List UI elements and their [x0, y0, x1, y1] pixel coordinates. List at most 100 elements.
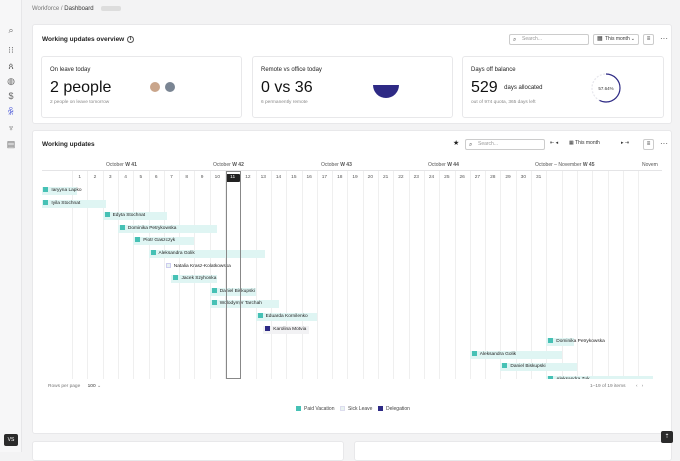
grid-line	[133, 171, 135, 379]
grid-line	[72, 171, 73, 379]
legend-vacation: Paid Vacation	[296, 406, 334, 412]
avatar[interactable]	[150, 82, 160, 92]
day-number: 4	[124, 175, 127, 180]
employee-name: Iaryyna Lapko	[51, 188, 82, 193]
org-chart-icon[interactable]: ♆	[7, 123, 15, 133]
pager-arrows[interactable]: ‹ ›	[636, 384, 644, 389]
timeline-bar[interactable]: Dominika Petrykowska	[546, 338, 605, 347]
timeline-bar[interactable]: Piotr Gaszczyk	[133, 237, 195, 246]
day-number: 3	[108, 175, 112, 180]
scroll-top-button[interactable]: ⇡	[661, 431, 673, 443]
breadcrumb-separator: /	[60, 6, 63, 13]
day-number: 9	[200, 175, 204, 180]
dollar-icon[interactable]: $	[8, 91, 14, 101]
grid-line	[194, 171, 196, 379]
timeline-bar[interactable]: Dominika Petrykowska	[117, 224, 218, 233]
updates-filter-button[interactable]: ≡	[643, 139, 654, 150]
breadcrumb: Workforce / Dashboard	[32, 6, 122, 13]
globe-icon[interactable]: ◍	[7, 76, 15, 86]
breadcrumb-blurred-block	[101, 6, 122, 11]
day-number: 25	[444, 175, 450, 180]
avatar[interactable]	[165, 82, 175, 92]
grid-line	[378, 171, 379, 379]
timeline-bar[interactable]: Aleksandra Zuk	[546, 376, 654, 379]
day-number: 19	[352, 175, 358, 180]
leave-type-marker	[548, 338, 554, 344]
breadcrumb-current: Dashboard	[64, 6, 94, 13]
week-header: October W 41	[106, 162, 137, 168]
timeline-bar[interactable]: Iaryyna Lapko	[42, 187, 82, 195]
grid-line	[316, 171, 318, 379]
updates-more-icon[interactable]: ···	[660, 139, 668, 148]
range-text: 1–19 of 19 items	[590, 384, 626, 389]
legend-swatch	[296, 406, 301, 411]
stat-title: On leave today	[50, 67, 91, 73]
bottom-card-right	[354, 441, 672, 461]
day-number: 11	[225, 174, 241, 182]
day-number: 29	[505, 175, 511, 180]
timeline-bar[interactable]: Aleksandra Golik	[148, 250, 265, 258]
timeline-bar[interactable]: Jacek Szyhonka	[171, 275, 218, 284]
timeline-bar[interactable]: Edyta Stochnat	[102, 212, 167, 221]
updates-search-input[interactable]: ⌕ Search...	[465, 139, 545, 150]
grid-line	[576, 171, 578, 379]
timeline-bar[interactable]: Aleksandra Golik	[469, 350, 562, 359]
updates-card: Working updates ★ ⌕ Search... ⇤ ◂ ▦ This…	[32, 130, 672, 434]
legend-delegation: Delegation	[378, 406, 410, 412]
stat-subtitle: 6 permanently remote	[261, 100, 308, 105]
grid-line	[485, 171, 487, 379]
chevron-down-icon: ⌄	[96, 384, 101, 389]
employee-name: Aleksandra Golik	[479, 351, 517, 357]
star-icon[interactable]: ★	[453, 140, 460, 147]
leave-type-marker	[104, 212, 110, 218]
grid-line	[393, 171, 395, 379]
user-avatar[interactable]: VS	[4, 434, 18, 446]
day-number: 8	[185, 175, 189, 180]
prev-period-buttons[interactable]: ⇤ ◂	[550, 140, 559, 146]
leave-type-marker	[548, 376, 554, 379]
timeline-bar[interactable]: Iyila Stochnat	[42, 199, 106, 208]
grid-line	[163, 171, 165, 379]
next-period-buttons[interactable]: ▸ ⇥	[621, 140, 630, 146]
info-icon[interactable]: i	[127, 36, 135, 43]
day-number: 24	[428, 175, 435, 180]
overview-period-select[interactable]: ▦ This month ⌄	[593, 34, 639, 45]
grid-line	[592, 171, 594, 379]
rows-per-page-select[interactable]: 100	[87, 384, 96, 389]
days-off-percent: 57.64%	[598, 86, 613, 91]
timeline-bar[interactable]: Karolina Motvia	[263, 325, 310, 334]
timeline-bar[interactable]: Eduarda Kornilenko	[255, 313, 317, 321]
week-header: October W 44	[428, 162, 459, 168]
employee-name: Daniel Biskupski	[219, 288, 255, 294]
grid-line	[423, 171, 425, 379]
overview-filter-button[interactable]: ≡	[643, 34, 654, 45]
employee-name: Dominika Petrykowska	[556, 339, 605, 345]
search-icon[interactable]: ⌕	[8, 25, 14, 35]
week-header: Novem	[642, 162, 658, 168]
team-icon[interactable]: ꆜ	[7, 107, 15, 117]
employee-name: Jacek Szyhonka	[181, 276, 217, 282]
day-number: 10	[214, 175, 220, 180]
timeline-bar[interactable]: Natalia Krasz-Kolatkowska	[164, 262, 233, 271]
timeline-bar[interactable]: Daniel Biskupski	[209, 287, 256, 296]
updates-period-select[interactable]: ▦ This month	[569, 140, 600, 146]
grid-line	[531, 171, 532, 379]
employee-name: Aleksandra Zuk	[556, 377, 589, 379]
timeline-bar[interactable]: Daniel Biskupski	[500, 363, 577, 372]
grid-line	[286, 171, 288, 379]
leave-type-marker	[257, 313, 263, 318]
search-icon: ⌕	[469, 142, 473, 148]
people-icon[interactable]: ጰ	[8, 61, 14, 71]
overview-title: Working updates overview i	[42, 36, 135, 43]
grid-line	[332, 171, 334, 379]
leave-type-marker	[211, 287, 217, 293]
apps-icon[interactable]: ⁝⁝	[8, 45, 14, 55]
day-number: 30	[520, 175, 526, 180]
timeline-bar[interactable]: Wolodymyr Tarchah	[209, 300, 279, 309]
week-header: October – November W 45	[535, 162, 595, 168]
leave-type-marker	[119, 224, 125, 230]
calendar-icon[interactable]: ▤	[6, 139, 16, 149]
overview-more-icon[interactable]: ···	[660, 34, 668, 43]
breadcrumb-root[interactable]: Workforce	[32, 6, 60, 13]
overview-search-input[interactable]: ⌕ Search...	[509, 34, 589, 45]
